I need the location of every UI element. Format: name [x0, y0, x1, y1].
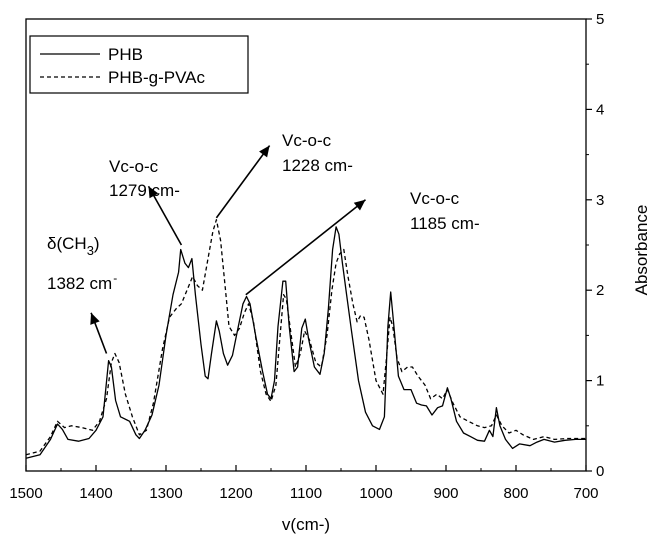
annotation-label: δ(CH3): [47, 234, 100, 258]
legend: PHB PHB-g-PVAc: [29, 35, 249, 94]
axis-ticks: 1500 1400 1300 1200 1100 1000 900 800 700 0 1 2 3 4 5: [9, 11, 604, 502]
annotation-layer: δ(CH3) 1382 cm- Vc-o-c 1279 cm- Vc-o-c 1228 c…: [47, 131, 480, 354]
legend-label-phb: PHB: [108, 45, 143, 64]
series-line-phb-g-pvac: [25, 219, 586, 456]
y-tick-label: 5: [596, 11, 604, 28]
x-axis-label: v(cm-): [282, 515, 330, 534]
y-axis-label: Absorbance: [632, 205, 651, 296]
annotation-label: Vc-o-c: [282, 131, 332, 150]
x-tick-label: 1400: [79, 485, 112, 502]
legend-label-phb-g-pvac: PHB-g-PVAc: [108, 68, 205, 87]
series-line-phb: [25, 226, 586, 459]
x-tick-label: 1500: [9, 485, 42, 502]
x-tick-label: 700: [573, 485, 598, 502]
annotation-wavenumber: 1382 cm-: [47, 271, 117, 293]
annotation-arrow-head: [90, 312, 100, 325]
series-layer: [25, 219, 586, 459]
annotation-label: Vc-o-c: [410, 189, 460, 208]
x-tick-label: 800: [503, 485, 528, 502]
x-tick-label: 1000: [359, 485, 392, 502]
annotation-arrow-head: [353, 199, 366, 211]
annotation-arrow-head: [259, 145, 270, 158]
annotation-arrow-line: [147, 185, 183, 246]
x-tick-label: 1200: [219, 485, 252, 502]
y-tick-label: 4: [596, 101, 604, 118]
y-tick-label: 1: [596, 373, 604, 390]
y-tick-label: 2: [596, 282, 604, 299]
annotation-arrow-line: [215, 145, 271, 219]
annotation-wavenumber: 1228 cm-: [282, 156, 353, 175]
x-tick-label: 1300: [149, 485, 182, 502]
x-tick-label: 1100: [290, 485, 322, 502]
annotation-wavenumber: 1279 cm-: [109, 181, 180, 200]
x-tick-label: 900: [433, 485, 458, 502]
annotation-arrow-head: [148, 186, 159, 199]
y-tick-label: 3: [596, 192, 604, 209]
annotation-arrow-line: [245, 199, 366, 296]
y-tick-label: 0: [596, 463, 604, 480]
annotation-wavenumber: 1185 cm-: [410, 214, 480, 233]
legend-box: [29, 35, 249, 94]
annotation-label: Vc-o-c: [109, 157, 159, 176]
